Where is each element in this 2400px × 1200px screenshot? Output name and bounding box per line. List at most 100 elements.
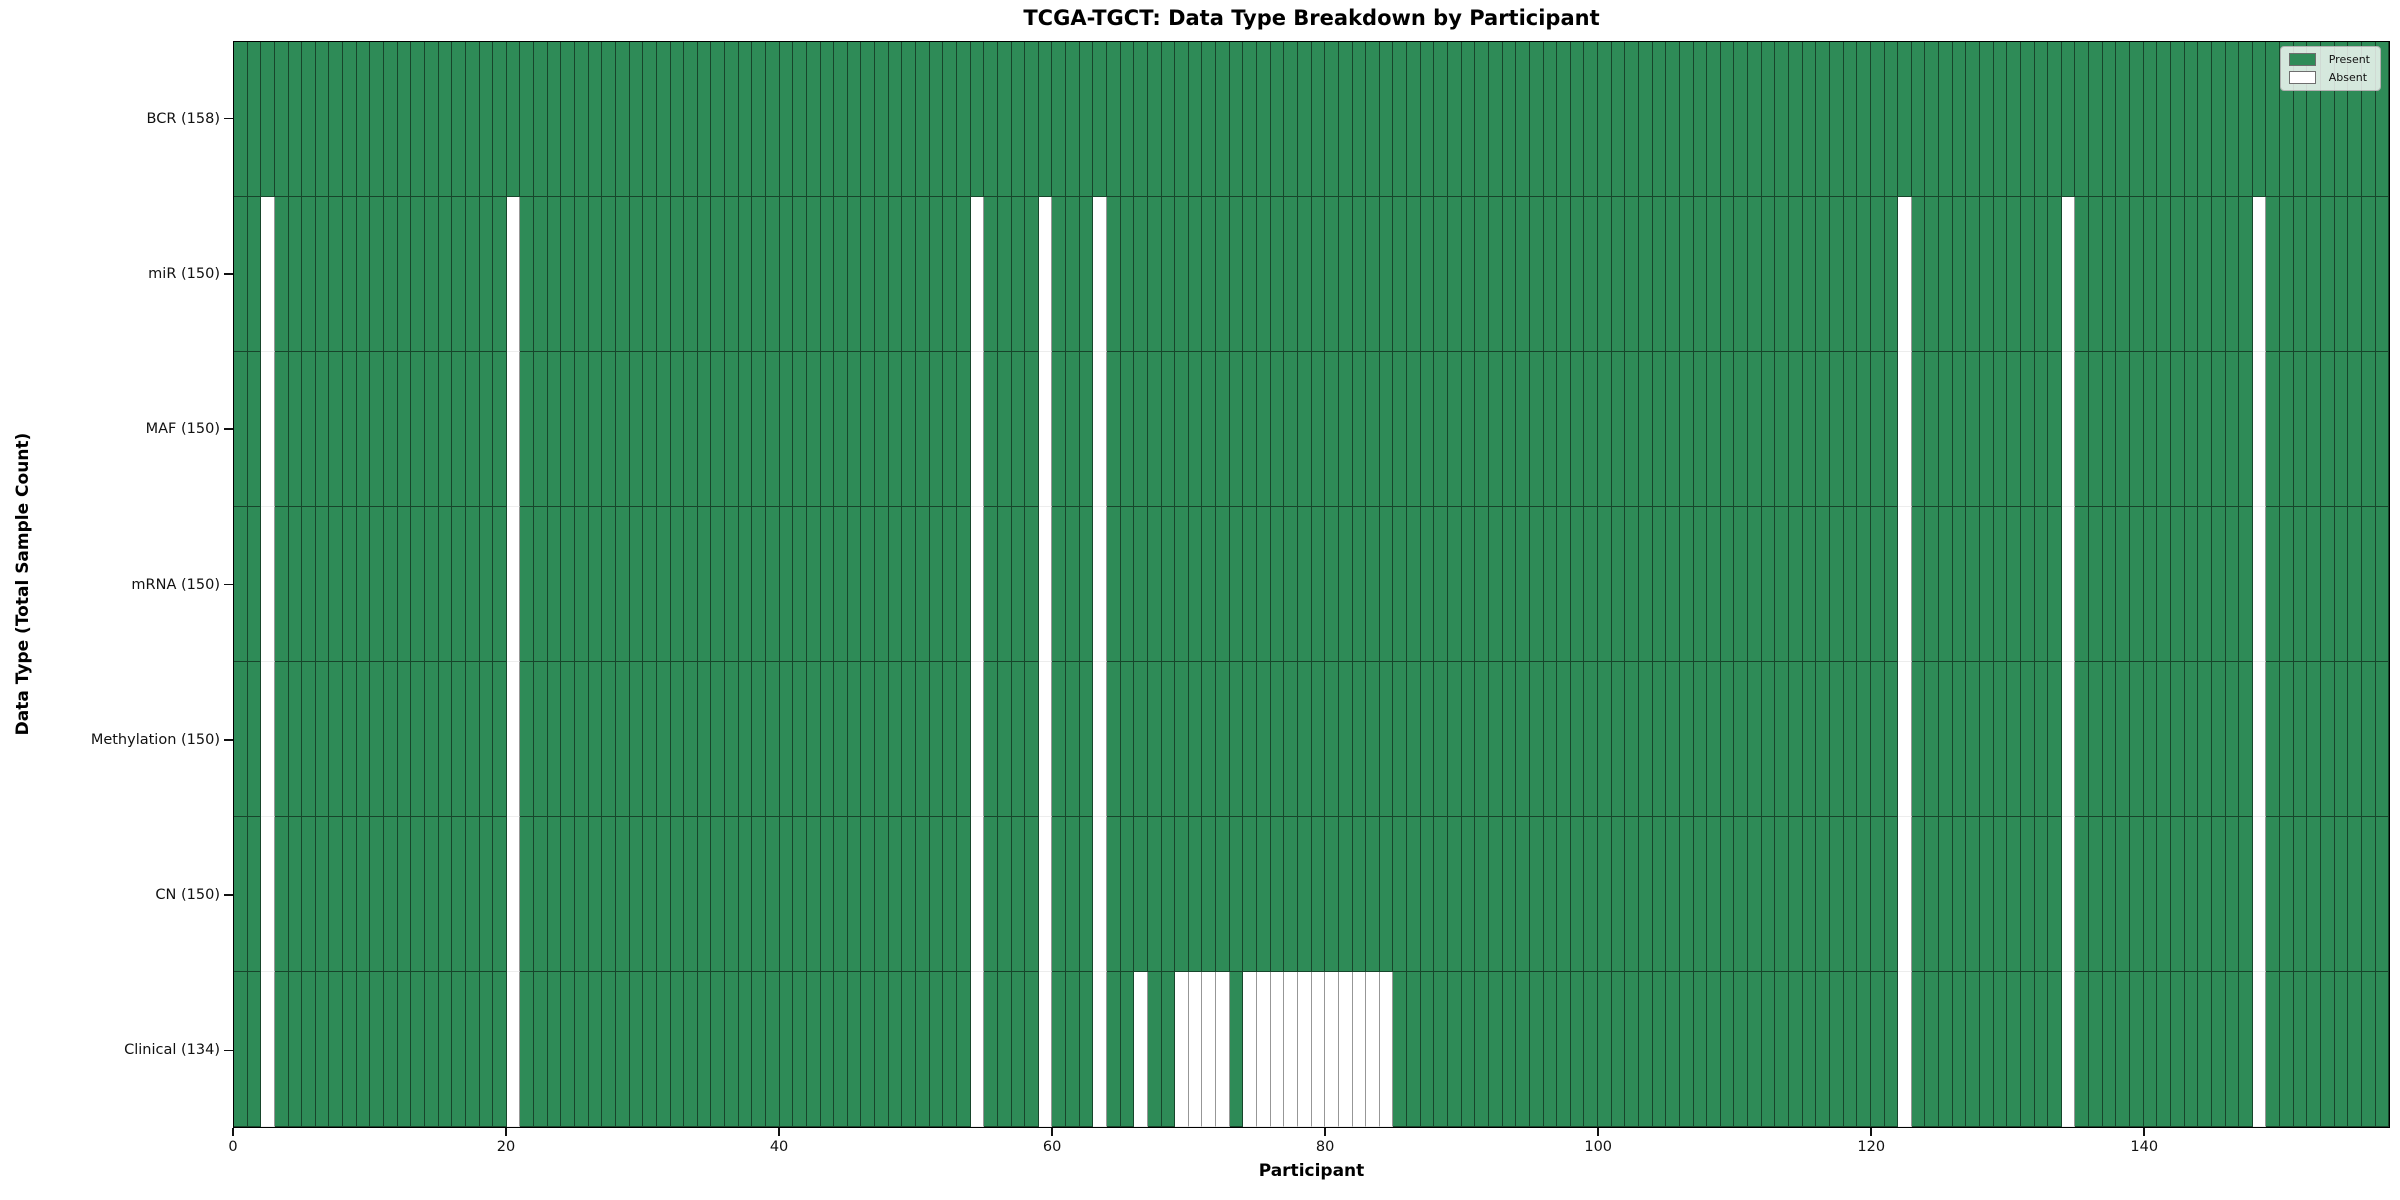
heatmap-cell xyxy=(234,972,248,1127)
heatmap-cell xyxy=(1161,972,1176,1127)
heatmap-cell xyxy=(1598,972,1612,1127)
heatmap-cell xyxy=(629,352,644,507)
heatmap-cell xyxy=(234,42,248,197)
heatmap-cell xyxy=(2252,817,2267,972)
heatmap-cell xyxy=(2184,972,2199,1127)
heatmap-cell xyxy=(1789,507,1803,662)
heatmap-cell xyxy=(1379,197,1394,352)
heatmap-cell xyxy=(2048,972,2062,1127)
heatmap-cell xyxy=(670,352,685,507)
heatmap-cell xyxy=(274,972,289,1127)
heatmap-row-MAF xyxy=(234,352,2390,507)
heatmap-cell xyxy=(1079,42,1094,197)
heatmap-cell xyxy=(765,507,780,662)
heatmap-cell xyxy=(888,42,903,197)
heatmap-cell xyxy=(1366,197,1380,352)
heatmap-cell xyxy=(711,972,726,1127)
heatmap-cell xyxy=(2102,972,2117,1127)
heatmap-cell xyxy=(1188,662,1203,817)
heatmap-cell xyxy=(1066,972,1080,1127)
heatmap-cell xyxy=(438,197,453,352)
heatmap-cell xyxy=(1557,197,1571,352)
heatmap-cell xyxy=(956,352,971,507)
heatmap-cell xyxy=(397,507,412,662)
heatmap-cell xyxy=(1802,507,1817,662)
heatmap-cell xyxy=(984,972,998,1127)
heatmap-cell xyxy=(588,197,603,352)
heatmap-cell xyxy=(2116,817,2131,972)
heatmap-cell xyxy=(247,352,262,507)
heatmap-cell xyxy=(2334,197,2349,352)
heatmap-cell xyxy=(1420,197,1435,352)
heatmap-cell xyxy=(1802,352,1817,507)
heatmap-cell xyxy=(1543,42,1558,197)
heatmap-cell xyxy=(820,817,835,972)
heatmap-cell xyxy=(902,817,917,972)
heatmap-cell xyxy=(1038,507,1053,662)
heatmap-cell xyxy=(2321,817,2335,972)
heatmap-cell xyxy=(1161,197,1176,352)
heatmap-cell xyxy=(2020,662,2035,817)
heatmap-cell xyxy=(875,507,889,662)
heatmap-cell xyxy=(315,352,330,507)
heatmap-cell xyxy=(438,972,453,1127)
heatmap-cell xyxy=(1175,352,1189,507)
heatmap-cell xyxy=(1679,42,1694,197)
heatmap-cell xyxy=(1325,662,1339,817)
heatmap-cell xyxy=(765,972,780,1127)
x-tick-mark xyxy=(1870,1128,1873,1136)
heatmap-cell xyxy=(1011,197,1026,352)
heatmap-cell xyxy=(1829,352,1844,507)
heatmap-cell xyxy=(602,42,616,197)
heatmap-cell xyxy=(670,507,685,662)
heatmap-cell xyxy=(1352,817,1367,972)
heatmap-cell xyxy=(1284,507,1298,662)
heatmap-cell xyxy=(1761,972,1776,1127)
heatmap-cell xyxy=(929,972,944,1127)
heatmap-cell xyxy=(1229,42,1244,197)
heatmap-cell xyxy=(970,352,985,507)
heatmap-cell xyxy=(2048,662,2062,817)
heatmap-cell xyxy=(1011,352,1026,507)
heatmap-cell xyxy=(274,662,289,817)
heatmap-cell xyxy=(697,352,712,507)
heatmap-cell xyxy=(315,662,330,817)
heatmap-cell xyxy=(315,817,330,972)
legend-item-present: Present xyxy=(2288,53,2370,66)
heatmap-cell xyxy=(956,507,971,662)
heatmap-cell xyxy=(820,972,835,1127)
heatmap-cell xyxy=(2007,662,2021,817)
heatmap-cell xyxy=(943,662,957,817)
heatmap-cell xyxy=(1693,972,1708,1127)
heatmap-cell xyxy=(2102,507,2117,662)
heatmap-cell xyxy=(1079,662,1094,817)
heatmap-cell xyxy=(1038,662,1053,817)
heatmap-cell xyxy=(2348,817,2362,972)
heatmap-cell xyxy=(834,817,848,972)
heatmap-cell xyxy=(2198,352,2212,507)
heatmap-cell xyxy=(1107,662,1121,817)
heatmap-cell xyxy=(2321,352,2335,507)
heatmap-cell xyxy=(2007,817,2021,972)
heatmap-cell xyxy=(588,972,603,1127)
heatmap-cell xyxy=(752,352,766,507)
heatmap-cell xyxy=(2007,972,2021,1127)
heatmap-cell xyxy=(2020,42,2035,197)
heatmap-cell xyxy=(2130,42,2144,197)
heatmap-cell xyxy=(329,352,344,507)
heatmap-cell xyxy=(1652,817,1667,972)
heatmap-cell xyxy=(1720,662,1735,817)
heatmap-cell xyxy=(1543,817,1558,972)
heatmap-cell xyxy=(2375,817,2390,972)
heatmap-cell xyxy=(493,972,507,1127)
heatmap-cell xyxy=(2225,972,2240,1127)
heatmap-cell xyxy=(1338,352,1353,507)
heatmap-cell xyxy=(2075,507,2090,662)
heatmap-cell xyxy=(479,42,494,197)
heatmap-cell xyxy=(479,352,494,507)
heatmap-cell xyxy=(2307,662,2322,817)
heatmap-cell xyxy=(670,197,685,352)
heatmap-cell xyxy=(1679,352,1694,507)
heatmap-cell xyxy=(1052,352,1067,507)
heatmap-cell xyxy=(1216,817,1230,972)
